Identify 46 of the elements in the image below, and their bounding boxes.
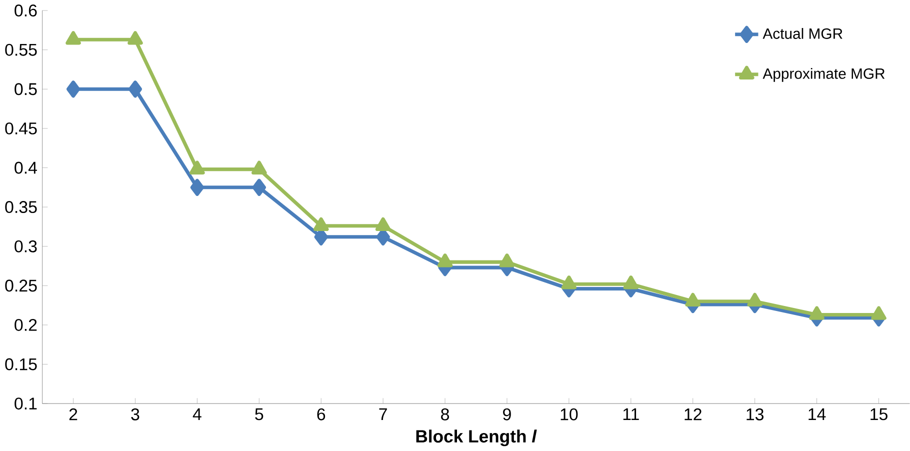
y-tick-label: 0.35 bbox=[5, 201, 37, 214]
y-tick-label: 0.45 bbox=[5, 122, 37, 135]
y-tick-label: 0.15 bbox=[5, 358, 37, 370]
point bbox=[313, 218, 329, 232]
x-tick-label: 14 bbox=[808, 408, 826, 420]
point bbox=[685, 292, 700, 307]
x-tick-label: 15 bbox=[870, 408, 888, 420]
x-tick-label: 3 bbox=[131, 408, 140, 421]
point bbox=[747, 292, 762, 307]
y-tick-label: 0.3 bbox=[14, 240, 37, 253]
point bbox=[809, 306, 824, 320]
point bbox=[561, 276, 577, 290]
point bbox=[252, 179, 266, 196]
x-tick-label: 5 bbox=[255, 408, 264, 420]
point bbox=[623, 276, 639, 290]
x-axis-title: Block Length l bbox=[416, 430, 537, 446]
point bbox=[190, 179, 204, 196]
y-tick-label: 0.4 bbox=[14, 162, 38, 174]
point bbox=[66, 31, 81, 45]
x-tick-label: 11 bbox=[623, 408, 639, 420]
point bbox=[128, 31, 143, 45]
point bbox=[499, 254, 515, 268]
x-tick-label: 13 bbox=[746, 408, 764, 421]
x-tick-label: 9 bbox=[503, 408, 511, 421]
x-tick-label: 7 bbox=[379, 408, 387, 420]
y-tick-label: 0.55 bbox=[5, 44, 37, 56]
y-tick-label: 0.5 bbox=[14, 83, 37, 96]
point bbox=[252, 160, 267, 175]
point bbox=[128, 80, 142, 98]
point bbox=[375, 218, 391, 232]
legend-label: Actual MGR bbox=[762, 28, 842, 40]
y-tick-label: 0.1 bbox=[14, 398, 37, 410]
x-tick-label: 2 bbox=[69, 408, 78, 420]
point bbox=[66, 80, 80, 98]
x-tick-label: 12 bbox=[684, 408, 702, 420]
y-tick-label: 0.6 bbox=[14, 4, 37, 17]
legend-label: Approximate MGR bbox=[762, 68, 885, 82]
x-tick-label: 8 bbox=[441, 408, 450, 421]
point bbox=[871, 306, 886, 320]
point bbox=[190, 160, 205, 175]
x-tick-label: 4 bbox=[192, 408, 202, 420]
y-tick-label: 0.25 bbox=[5, 280, 37, 292]
y-tick-label: 0.2 bbox=[14, 319, 37, 332]
x-tick-label: 6 bbox=[317, 408, 326, 421]
point bbox=[437, 254, 453, 268]
x-tick-label: 10 bbox=[560, 408, 578, 421]
